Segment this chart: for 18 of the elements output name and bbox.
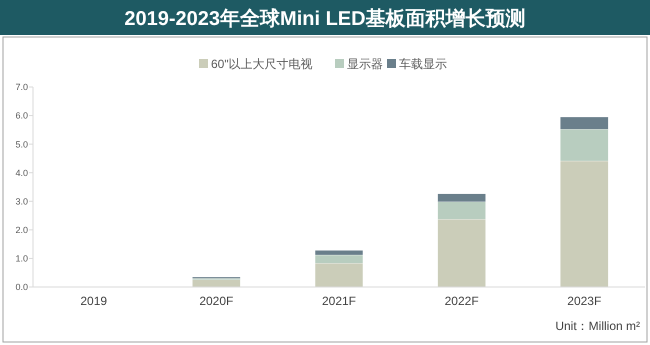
legend-label: 显示器: [347, 57, 383, 71]
chart-title: 2019-2023年全球Mini LED基板面积增长预测: [124, 8, 526, 30]
y-tick-label: 4.0: [15, 168, 28, 178]
y-tick-label: 2.0: [15, 225, 28, 236]
y-tick-label: 5.0: [15, 139, 28, 150]
x-tick-label: 2022F: [444, 294, 479, 308]
x-tick-label: 2021F: [322, 294, 356, 308]
legend-label: 60"以上大尺寸电视: [211, 57, 313, 71]
y-tick-label: 6.0: [15, 110, 28, 121]
legend-label: 车载显示: [399, 57, 447, 71]
x-tick-label: 2020F: [199, 294, 234, 308]
text: Unit：Million m²: [555, 319, 640, 333]
x-tick-label: 2019: [80, 294, 108, 308]
y-tick-label: 0.0: [15, 282, 28, 292]
x-tick-label: 2023F: [567, 294, 602, 308]
y-tick-label: 3.0: [15, 196, 28, 206]
y-tick-label: 1.0: [15, 254, 28, 264]
y-tick-label: 7.0: [15, 82, 28, 92]
